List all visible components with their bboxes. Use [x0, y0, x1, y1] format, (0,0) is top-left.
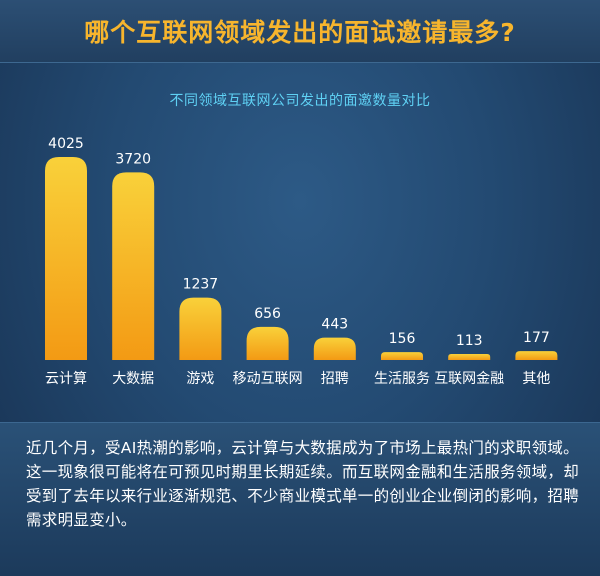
bar-chart: 4025 云计算 3720 大数据 1237 游戏 656 移动互联网 443 招聘 156 生活服务… — [45, 136, 558, 387]
category-label-6: 互联网金融 — [434, 371, 504, 387]
value-label-3: 656 — [254, 306, 281, 322]
category-label-5: 生活服务 — [374, 371, 430, 387]
bar-4 — [313, 337, 356, 360]
caption-text: 近几个月，受AI热潮的影响，云计算与大数据成为了市场上最热门的求职领域。这一现象… — [26, 439, 580, 529]
category-label-1: 大数据 — [112, 371, 154, 387]
title-bar: 哪个互联网领域发出的面试邀请最多? — [0, 0, 600, 63]
value-label-5: 156 — [389, 331, 416, 347]
bar-0 — [45, 157, 87, 360]
bar-7 — [515, 351, 558, 360]
bar-3 — [246, 326, 289, 360]
value-label-0: 4025 — [48, 136, 84, 152]
value-label-7: 177 — [523, 330, 550, 346]
category-label-2: 游戏 — [186, 371, 214, 387]
value-label-2: 1237 — [183, 277, 219, 293]
chart-title: 不同领域互联网公司发出的面邀数量对比 — [169, 93, 431, 109]
page-title: 哪个互联网领域发出的面试邀请最多? — [84, 18, 516, 47]
category-label-7: 其他 — [522, 371, 550, 387]
bar-5 — [381, 352, 423, 360]
caption-panel: 近几个月，受AI热潮的影响，云计算与大数据成为了市场上最热门的求职领域。这一现象… — [0, 422, 600, 576]
value-label-4: 443 — [321, 317, 348, 333]
category-label-0: 云计算 — [45, 371, 87, 387]
category-label-3: 移动互联网 — [233, 371, 303, 387]
value-label-1: 3720 — [115, 151, 151, 167]
category-label-4: 招聘 — [321, 371, 349, 387]
bar-2 — [179, 297, 222, 360]
bar-1 — [112, 172, 155, 360]
value-label-6: 113 — [456, 333, 483, 349]
bar-6 — [448, 354, 491, 360]
